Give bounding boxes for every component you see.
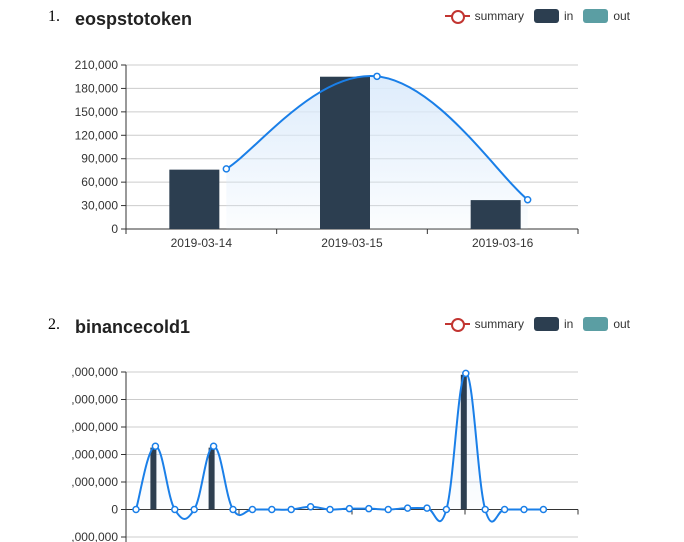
summary-point [132,505,140,514]
x-tick-label: 2019-03-16 [472,236,534,250]
chart-legend: summary in out [435,317,630,332]
legend-item-in[interactable]: in [533,317,574,331]
chart-index: 1. [48,8,60,25]
summary-legend-icon [444,9,470,24]
y-tick-label: ,000,000 [71,420,118,434]
x-tick-label: 2019-03-14 [171,236,233,250]
bar-in [320,76,370,229]
y-tick-label: 0 [111,503,118,517]
y-tick-label: 30,000 [81,199,118,213]
summary-point [306,503,315,511]
summary-point [365,504,373,513]
summary-point [442,505,451,514]
chart-eospstotoken: 0 30,000 60,000 90,000 120,000 150,000 180,000… [75,58,579,250]
legend-item-out[interactable]: out [583,9,630,23]
chart-index: 2. [48,316,60,333]
y-tick-label: 90,000 [81,152,118,166]
y-tick-label: 210,000 [75,58,119,72]
summary-point [500,505,509,514]
summary-point [539,505,548,514]
legend-item-in[interactable]: in [533,9,574,23]
legend-label: summary [474,317,524,331]
summary-point [345,504,354,513]
chart-binancecold1: ,000,000 ,000,000 ,000,000 ,000,000 ,000,000… [71,365,579,542]
chart-title: binancecold1 [75,317,191,337]
summary-point [462,369,470,378]
y-tick-label: ,000,000 [71,393,118,407]
chart-panel-eospstotoken: 1. eospstotoken summary in out 0 30,000 60… [48,8,630,250]
y-tick-label: ,000,000 [71,475,118,489]
summary-point [151,442,160,450]
chart-panel-binancecold1: 2. binancecold1 summary in out ,000,000,… [0,308,684,542]
y-tick-label: 180,000 [75,81,119,95]
bar-in [208,447,215,510]
bar-in [470,200,521,229]
y-tick-label: ,000,000 [71,530,118,542]
summary-point [268,505,276,514]
bar-in [150,447,157,510]
y-tick-label: 120,000 [75,128,119,142]
chart-legend: summary in out [435,9,630,24]
bar-in [460,374,467,510]
out-legend-icon [583,9,609,23]
legend-item-out[interactable]: out [583,317,630,331]
legend-label: summary [474,9,524,23]
summary-area [226,75,528,229]
summary-point [403,504,412,512]
y-tick-label: ,000,000 [71,448,118,462]
y-tick-label: 150,000 [75,105,119,119]
legend-item-summary[interactable]: summary [444,9,524,24]
summary-point [373,72,381,81]
in-legend-icon [533,317,559,331]
legend-label: out [613,317,630,331]
y-tick-label: ,000,000 [71,365,118,379]
x-tick-label: 2019-03-15 [321,236,383,250]
summary-point [171,505,179,514]
summary-point [520,505,528,514]
summary-line [135,372,544,523]
legend-item-summary[interactable]: summary [444,317,524,332]
legend-label: out [613,9,630,23]
y-tick-label: 0 [111,222,118,236]
summary-point [384,505,392,514]
chart-title: eospstotoken [75,9,193,29]
bar-in [169,169,220,229]
out-legend-icon [583,317,609,331]
summary-point [190,505,198,514]
legend-label: in [563,317,574,331]
summary-point [287,505,295,514]
summary-point [229,505,237,514]
summary-point [209,442,218,450]
summary-point [222,165,231,173]
summary-point [523,195,532,204]
y-tick-label: 60,000 [81,175,118,189]
summary-point [423,504,431,512]
summary-point [248,505,257,514]
summary-legend-icon [444,317,470,332]
summary-point [481,505,489,514]
legend-label: in [563,9,574,23]
in-legend-icon [533,9,559,23]
summary-point [326,505,334,514]
